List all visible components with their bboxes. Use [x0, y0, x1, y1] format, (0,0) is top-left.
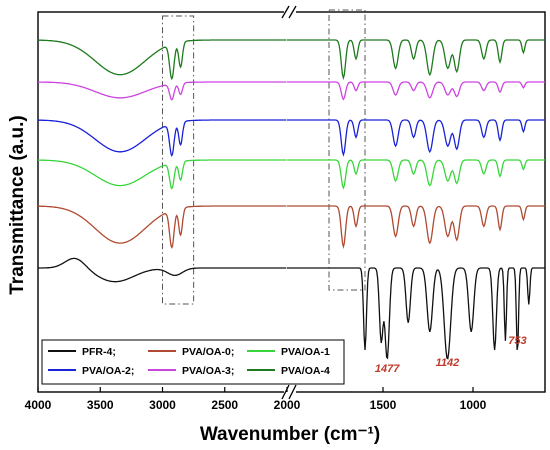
series-line-pva-oa-1 — [38, 159, 545, 190]
legend-label: PVA/OA-3; — [182, 365, 234, 377]
x-tick-label: 1000 — [460, 398, 487, 412]
series-line-pva-oa-4 — [37, 39, 545, 81]
x-tick-label: 2500 — [211, 398, 238, 412]
legend-entry: PFR-4; — [48, 346, 116, 358]
legend-entry: PVA/OA-2; — [48, 365, 134, 377]
x-axis-title: Wavenumber (cm⁻¹) — [200, 424, 380, 445]
legend-entry: PVA/OA-1 — [247, 346, 330, 358]
legend-entry: PVA/OA-4 — [247, 365, 330, 377]
peak-annotations: 1477 1142 753 — [375, 335, 527, 375]
plot-frame — [37, 5, 546, 400]
legend: PFR-4; PVA/OA-0; PVA/OA-1 PVA/OA-2; PVA/OA-3… — [41, 339, 345, 385]
series-line-pva-oa-3 — [38, 81, 545, 101]
peak-label-1477: 1477 — [375, 363, 400, 375]
legend-box — [41, 339, 345, 385]
x-tick-label: 4000 — [25, 398, 52, 412]
peak-label-1142: 1142 — [436, 357, 460, 369]
highlight-region-2 — [328, 9, 366, 291]
peak-label-753: 753 — [508, 335, 526, 347]
y-axis-title: Transmittance (a.u.) — [7, 115, 28, 295]
legend-label: PFR-4; — [82, 346, 116, 358]
legend-label: PVA/OA-4 — [281, 365, 330, 377]
series-line-pva-oa-2 — [38, 119, 545, 157]
highlight-region-1 — [162, 15, 195, 305]
series-line-pva-oa-0 — [38, 205, 545, 250]
series-layer — [37, 39, 545, 360]
plot-border — [37, 11, 546, 393]
x-tick-label: 2000 — [274, 398, 301, 412]
x-axis-ticks: 4000 3500 3000 2500 2000 1500 1000 — [25, 387, 487, 412]
legend-label: PVA/OA-1 — [281, 346, 330, 358]
x-tick-label: 3500 — [87, 398, 114, 412]
series-line-pfr-4 — [38, 257, 545, 360]
highlight-regions — [162, 9, 366, 305]
x-tick-label: 1500 — [370, 398, 397, 412]
legend-entry: PVA/OA-0; — [148, 346, 234, 358]
x-tick-label: 3000 — [149, 398, 176, 412]
legend-label: PVA/OA-0; — [182, 346, 234, 358]
legend-entry: PVA/OA-3; — [148, 365, 234, 377]
legend-label: PVA/OA-2; — [82, 365, 134, 377]
